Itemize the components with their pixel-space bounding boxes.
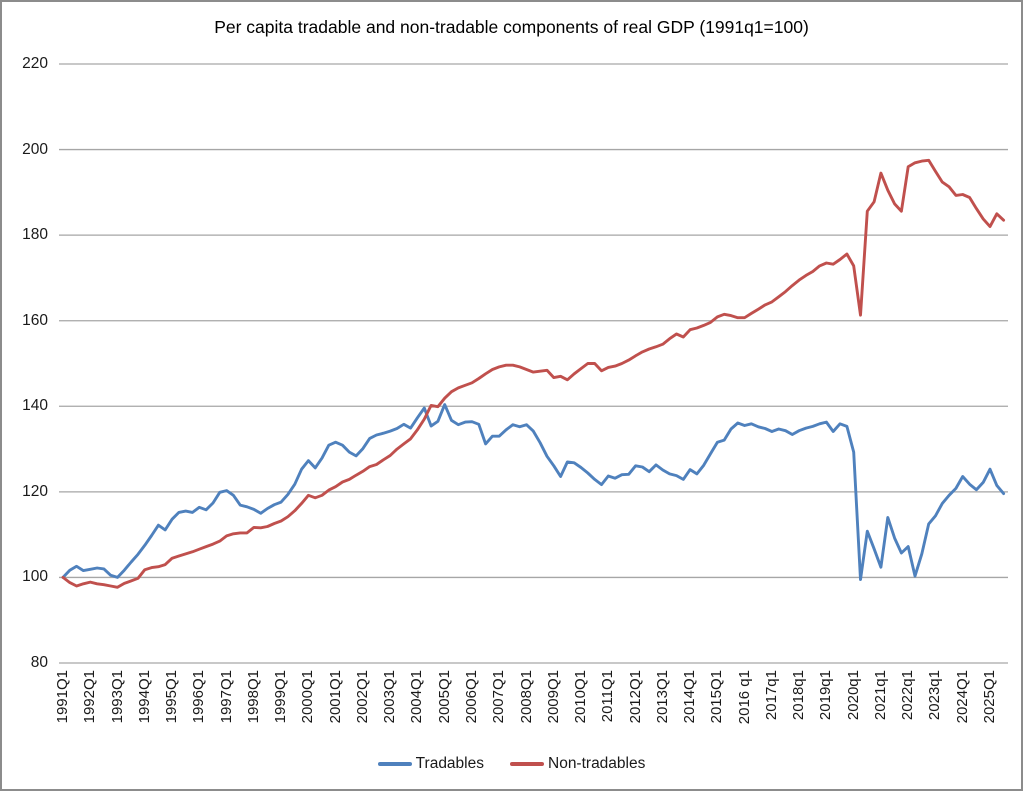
gridlines: [59, 63, 1008, 664]
x-tick-label-2012Q1: 2012Q1: [626, 670, 644, 724]
x-tick-label-2007Q1: 2007Q1: [490, 670, 508, 724]
x-tick-label-2004Q1: 2004Q1: [408, 670, 426, 724]
x-tick-label-1996Q1: 1996Q1: [190, 670, 208, 724]
y-tick-label-80: 80: [30, 654, 48, 671]
y-tick-label-180: 180: [22, 226, 48, 244]
legend-item-tradables: Tradables: [377, 755, 484, 773]
y-tick-label-140: 140: [22, 397, 48, 415]
x-tick-label-2009Q1: 2009Q1: [544, 670, 562, 724]
x-tick-label-2021q1: 2021q1: [871, 670, 889, 721]
x-tick-label-2022q1: 2022q1: [899, 670, 917, 721]
x-tick-label-1999Q1: 1999Q1: [272, 670, 290, 724]
x-tick-label-1997Q1: 1997Q1: [217, 670, 235, 724]
x-tick-label-2011Q1: 2011Q1: [599, 670, 617, 723]
tradables-line-swatch: [377, 762, 412, 766]
x-tick-label-2001Q1: 2001Q1: [326, 670, 344, 724]
x-tick-label-2002Q1: 2002Q1: [353, 670, 371, 724]
x-tick-label-2003Q1: 2003Q1: [381, 670, 399, 724]
x-tick-label-2008Q1: 2008Q1: [517, 670, 535, 724]
x-tick-label-2005Q1: 2005Q1: [435, 670, 453, 724]
y-tick-label-220: 220: [22, 55, 48, 72]
x-tick-label-1995Q1: 1995Q1: [163, 670, 181, 724]
x-tick-label-2025Q1: 2025Q1: [981, 670, 998, 724]
x-tick-label-1993Q1: 1993Q1: [108, 670, 126, 724]
x-tick-label-2024Q1: 2024Q1: [953, 670, 971, 724]
x-tick-label-2020q1: 2020q1: [844, 670, 862, 721]
series-lines: [61, 158, 1006, 589]
x-tick-label-1994Q1: 1994Q1: [135, 670, 153, 724]
x-tick-label-2000Q1: 2000Q1: [299, 670, 317, 724]
non-tradables-line-swatch: [510, 762, 544, 766]
x-tick-label-2019q1: 2019q1: [817, 670, 835, 721]
x-tick-label-1998Q1: 1998Q1: [244, 670, 262, 724]
legend: Tradables Non-tradables: [2, 755, 1021, 773]
y-tick-label-120: 120: [22, 482, 48, 500]
y-tick-label-200: 200: [22, 140, 48, 158]
x-tick-label-2006Q1: 2006Q1: [462, 670, 480, 724]
x-tick-label-1992Q1: 1992Q1: [81, 670, 99, 724]
x-tick-label-2015Q1: 2015Q1: [708, 670, 726, 724]
x-tick-label-2018q1: 2018q1: [790, 670, 808, 721]
legend-item-non-tradables: Non-tradables: [510, 755, 645, 773]
y-tick-label-100: 100: [22, 568, 48, 586]
x-tick-label-2010Q1: 2010Q1: [572, 670, 590, 724]
x-tick-label-2017q1: 2017q1: [762, 670, 780, 721]
chart-title: Per capita tradable and non-tradable com…: [214, 17, 809, 37]
x-tick-label-2014Q1: 2014Q1: [681, 670, 699, 724]
non-tradables-line: [61, 158, 1006, 589]
x-tick-label-1991Q1: 1991Q1: [54, 670, 71, 724]
legend-label-tradables: Tradables: [415, 755, 484, 772]
legend-label-non-tradables: Non-tradables: [548, 755, 646, 772]
x-tick-label-2016q1: 2016 q1: [735, 670, 753, 725]
x-tick-label-2023q1: 2023q1: [926, 670, 944, 721]
y-tick-label-160: 160: [22, 311, 48, 329]
x-tick-label-2013Q1: 2013Q1: [653, 670, 671, 724]
tradables-line: [61, 403, 1006, 582]
